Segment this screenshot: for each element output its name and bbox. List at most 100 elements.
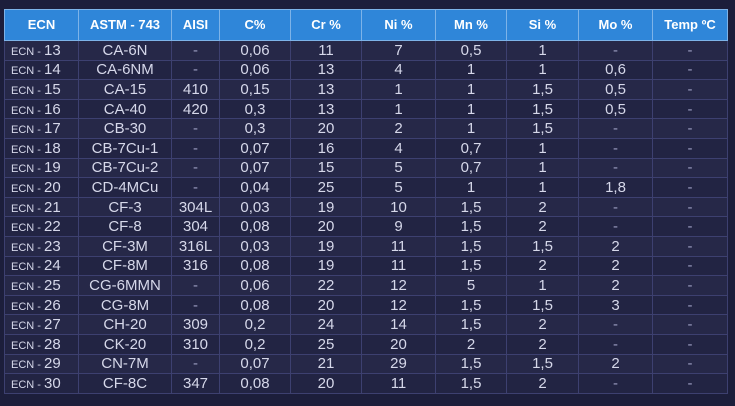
cell-col-temp: -	[652, 98, 728, 120]
cell-col-astm: CF-8C	[78, 373, 172, 394]
cell-col-si: 1	[506, 157, 579, 179]
cell-col-si: 2	[506, 255, 579, 277]
cell-col-ni: 4	[361, 59, 436, 81]
cell-col-cr: 19	[290, 255, 362, 277]
table-row: ECN - 25 CG-6MMN -0,06 22 12 5 1 2-	[4, 275, 728, 296]
cell-col-aisi: -	[171, 177, 220, 198]
cell-col-temp: -	[652, 157, 728, 179]
table-row: ECN - 18 CB-7Cu-1-0,07 16 4 0,7 1- -	[4, 137, 728, 159]
cell-col-mn: 2	[435, 333, 507, 355]
cell-col-ni: 7	[361, 40, 436, 61]
cell-col-ecn: ECN - 23	[4, 235, 79, 257]
cell-col-cr: 22	[290, 275, 362, 296]
cell-col-mo: 0,5	[578, 98, 653, 120]
table-row: ECN - 23 CF-3M 316L 0,03 19 11 1,5 1,5 2-	[4, 235, 728, 257]
cell-col-aisi: -	[171, 353, 220, 375]
cell-col-ni: 12	[361, 294, 436, 316]
table-body: ECN - 13 CA-6N -0,06 11 7 0,5 1- - ECN - 14 CA-6N…	[4, 40, 728, 394]
ecn-number: 15	[44, 80, 61, 98]
cell-col-mn: 1,5	[435, 235, 507, 257]
header-col-si: Si %	[506, 9, 579, 41]
cell-col-astm: CG-8M	[78, 294, 172, 316]
ecn-number: 26	[44, 296, 61, 314]
table-row: ECN - 30 CF-8C 347 0,08 20 11 1,5 2- -	[4, 373, 728, 394]
cell-col-ecn: ECN - 17	[4, 118, 79, 139]
cell-col-mn: 1	[435, 98, 507, 120]
cell-col-si: 2	[506, 373, 579, 394]
cell-col-si: 2	[506, 196, 579, 218]
ecn-number: 28	[44, 335, 61, 353]
cell-col-ni: 11	[361, 255, 436, 277]
ecn-prefix: ECN -	[11, 45, 44, 58]
header-col-astm: ASTM - 743	[78, 9, 172, 41]
cell-col-si: 2	[506, 314, 579, 335]
cell-col-cr: 19	[290, 235, 362, 257]
cell-col-c: 0,08	[219, 255, 291, 277]
header-col-c: C%	[219, 9, 291, 41]
cell-col-mn: 1	[435, 118, 507, 139]
table-row: ECN - 24 CF-8M 316 0,08 19 11 1,5 2 2-	[4, 255, 728, 277]
cell-col-temp: -	[652, 235, 728, 257]
ecn-number: 29	[44, 355, 61, 373]
ecn-number: 21	[44, 198, 61, 216]
cell-col-ni: 1	[361, 79, 436, 100]
cell-col-ni: 14	[361, 314, 436, 335]
cell-col-temp: -	[652, 275, 728, 296]
cell-col-mo: -	[578, 216, 653, 237]
cell-col-c: 0,06	[219, 40, 291, 61]
cell-col-mo: -	[578, 314, 653, 335]
cell-col-aisi: -	[171, 157, 220, 179]
ecn-number: 22	[44, 218, 61, 236]
ecn-number: 27	[44, 316, 61, 334]
cell-col-aisi: -	[171, 59, 220, 81]
cell-col-ecn: ECN - 13	[4, 40, 79, 61]
cell-col-astm: CH-20	[78, 314, 172, 335]
cell-col-mn: 1	[435, 177, 507, 198]
cell-col-mn: 1,5	[435, 255, 507, 277]
cell-col-c: 0,04	[219, 177, 291, 198]
cell-col-mn: 1,5	[435, 373, 507, 394]
cell-col-ni: 11	[361, 373, 436, 394]
ecn-prefix: ECN -	[11, 300, 44, 313]
cell-col-mo: 2	[578, 353, 653, 375]
cell-col-si: 2	[506, 333, 579, 355]
cell-col-mo: 2	[578, 235, 653, 257]
cell-col-mn: 5	[435, 275, 507, 296]
ecn-number: 24	[44, 257, 61, 275]
cell-col-temp: -	[652, 314, 728, 335]
cell-col-si: 1,5	[506, 353, 579, 375]
ecn-number: 16	[44, 100, 61, 118]
cell-col-mn: 1,5	[435, 216, 507, 237]
cell-col-ni: 2	[361, 118, 436, 139]
cell-col-c: 0,08	[219, 294, 291, 316]
header-col-cr: Cr %	[290, 9, 362, 41]
table-row: ECN - 16 CA-40 420 0,3 13 1 1 1,5 0,5-	[4, 98, 728, 120]
cell-col-c: 0,08	[219, 373, 291, 394]
cell-col-c: 0,07	[219, 353, 291, 375]
cell-col-si: 1,5	[506, 294, 579, 316]
cell-col-si: 1	[506, 275, 579, 296]
ecn-number: 19	[44, 159, 61, 177]
cell-col-cr: 25	[290, 177, 362, 198]
cell-col-ecn: ECN - 18	[4, 137, 79, 159]
cell-col-ni: 12	[361, 275, 436, 296]
cell-col-temp: -	[652, 373, 728, 394]
cell-col-mo: 0,6	[578, 59, 653, 81]
table-row: ECN - 17 CB-30-0,3 20 2 1 1,5- -	[4, 118, 728, 139]
cell-col-ecn: ECN - 28	[4, 333, 79, 355]
cell-col-ecn: ECN - 16	[4, 98, 79, 120]
cell-col-cr: 13	[290, 98, 362, 120]
ecn-prefix: ECN -	[11, 261, 44, 274]
cell-col-aisi: 304L	[171, 196, 220, 218]
cell-col-mo: 2	[578, 275, 653, 296]
ecn-number: 14	[44, 61, 61, 79]
cell-col-si: 1,5	[506, 98, 579, 120]
cell-col-cr: 19	[290, 196, 362, 218]
ecn-prefix: ECN -	[11, 378, 44, 391]
ecn-prefix: ECN -	[11, 143, 44, 156]
cell-col-ecn: ECN - 26	[4, 294, 79, 316]
cell-col-c: 0,07	[219, 157, 291, 179]
cell-col-c: 0,15	[219, 79, 291, 100]
cell-col-mo: -	[578, 333, 653, 355]
